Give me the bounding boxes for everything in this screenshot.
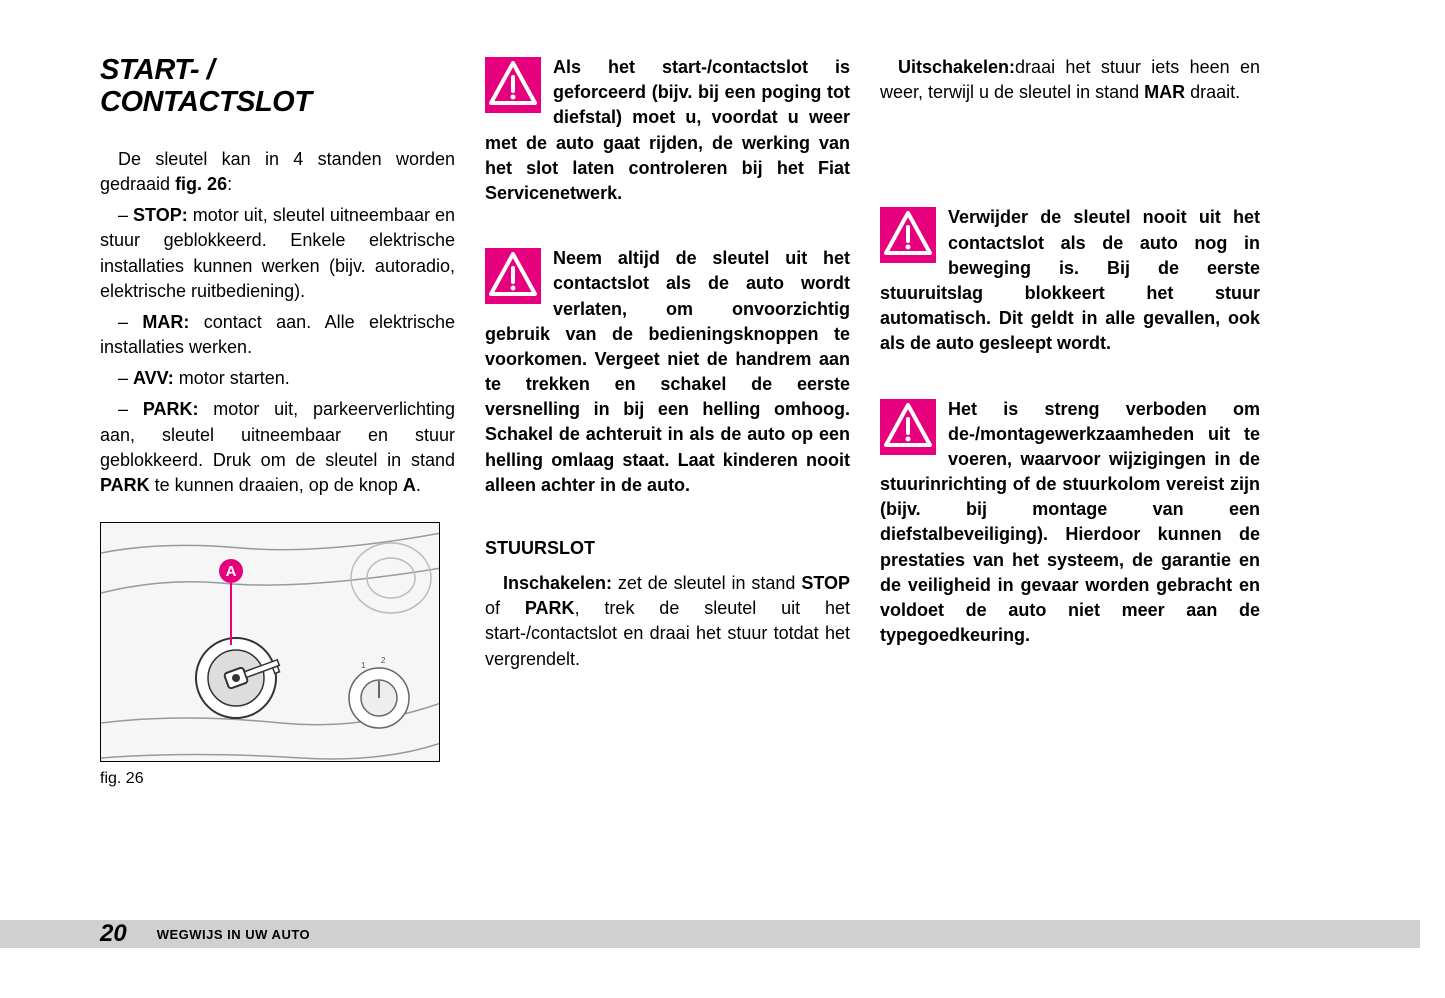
uitschakelen-para: Uitschakelen:draai het stuur iets heen e… [880, 55, 1260, 105]
footer-section-title: WEGWIJS IN UW AUTO [157, 927, 310, 942]
item-mar: – MAR: contact aan. Alle elektrische ins… [100, 310, 455, 360]
intro-pre: De sleutel kan in 4 standen worden gedra… [100, 149, 455, 194]
figure-26: 1 2 A F0A0018b [100, 522, 440, 762]
page-title: START- /CONTACTSLOT [100, 55, 455, 119]
warning-4: Het is streng verboden om de-/montagewer… [880, 397, 1260, 649]
warning-icon [880, 207, 936, 263]
item-stop: – STOP: motor uit, sleutel uitneembaar e… [100, 203, 455, 304]
footer-bar: 20 WEGWIJS IN UW AUTO [0, 920, 1420, 948]
warning-3-text: Verwijder de sleutel nooit uit het conta… [880, 207, 1260, 353]
warning-icon [485, 248, 541, 304]
warning-1: Als het start-/contactslot is geforceerd… [485, 55, 850, 206]
svg-text:1: 1 [361, 661, 366, 670]
warning-icon [880, 399, 936, 455]
warning-4-text: Het is streng verboden om de-/montagewer… [880, 399, 1260, 646]
warning-2: Neem altijd de sleutel uit het contactsl… [485, 246, 850, 498]
item-park: – PARK: motor uit, parkeerverlichting aa… [100, 397, 455, 498]
intro-para: De sleutel kan in 4 standen worden gedra… [100, 147, 455, 197]
warning-icon [485, 57, 541, 113]
warning-3: Verwijder de sleutel nooit uit het conta… [880, 205, 1260, 356]
figure-caption: fig. 26 [100, 770, 455, 788]
stuurslot-heading: STUURSLOT [485, 538, 850, 559]
intro-bold: fig. 26 [175, 174, 227, 194]
svg-text:2: 2 [381, 656, 386, 665]
item-avv: – AVV: motor starten. [100, 366, 455, 391]
marker-a: A [219, 559, 243, 583]
inschakelen-para: Inschakelen: zet de sleutel in stand STO… [485, 571, 850, 672]
intro-post: : [227, 174, 232, 194]
ignition-illustration: 1 2 [101, 523, 440, 762]
page-number: 20 [100, 920, 127, 948]
